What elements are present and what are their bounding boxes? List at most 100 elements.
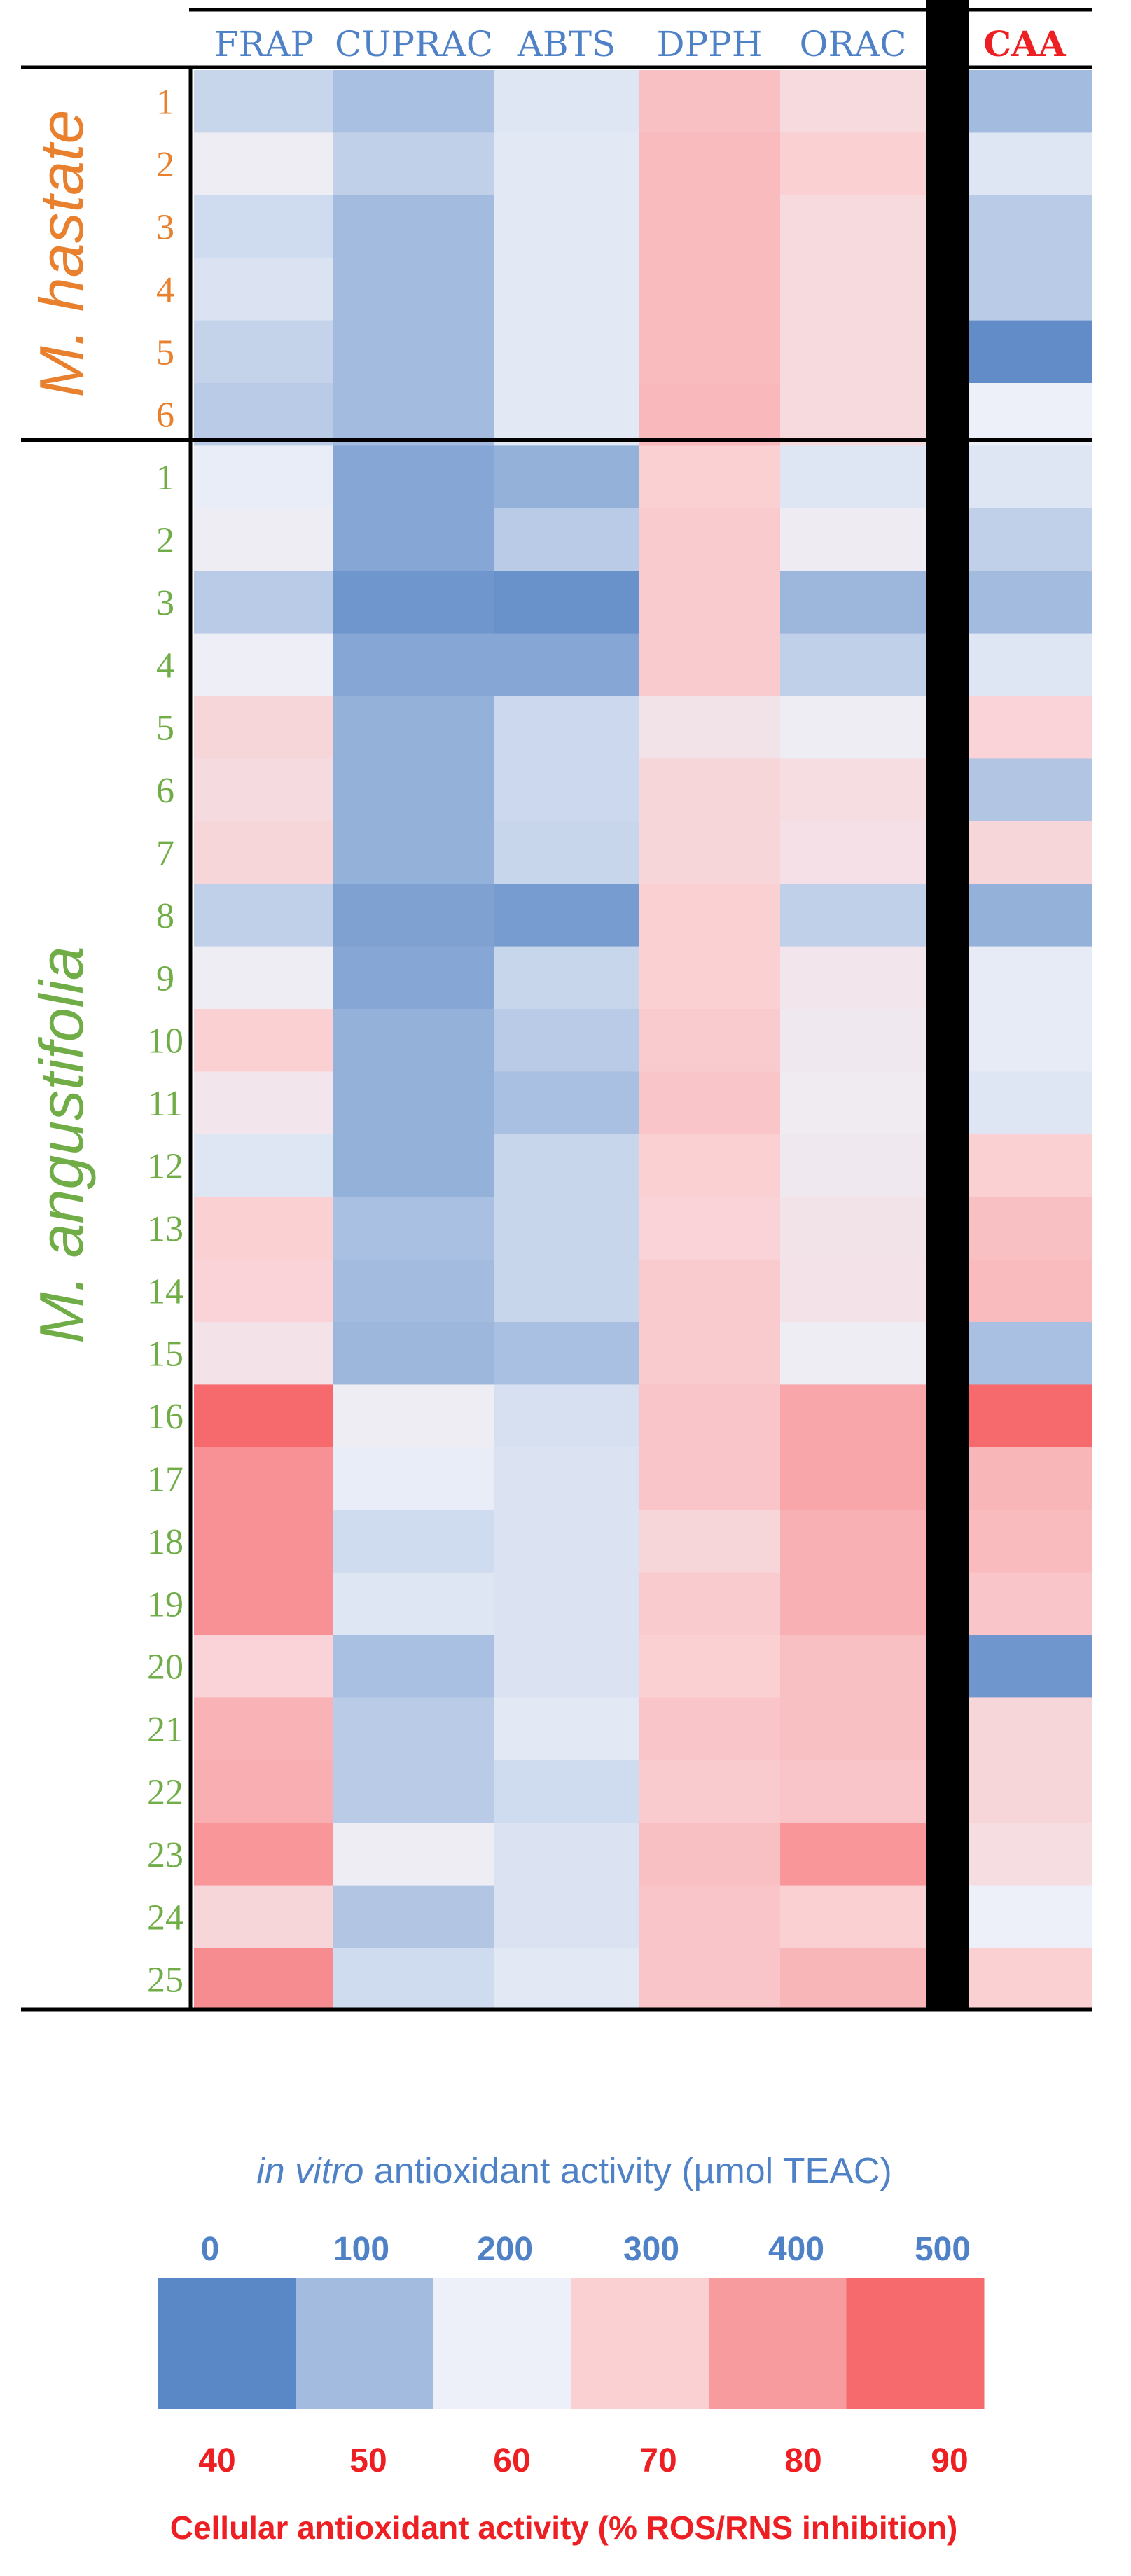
row-label: 5 bbox=[156, 333, 174, 373]
heatmap-cell bbox=[494, 445, 639, 509]
heatmap-cell bbox=[333, 383, 494, 446]
heatmap-cell bbox=[333, 1384, 494, 1448]
heatmap-cell bbox=[639, 1572, 780, 1636]
heatmap-cell bbox=[494, 1322, 639, 1385]
heatmap-cell bbox=[333, 70, 494, 133]
heatmap-cell bbox=[494, 1823, 639, 1886]
legend-swatch bbox=[709, 2278, 847, 2409]
heatmap-cell bbox=[639, 1197, 780, 1260]
heatmap-cell bbox=[639, 1760, 780, 1823]
legend-top-tick: 400 bbox=[768, 2231, 824, 2268]
heatmap-cell bbox=[194, 1760, 333, 1823]
heatmap-cell bbox=[494, 946, 639, 1010]
heatmap-cell bbox=[194, 1259, 333, 1323]
legend-title-italic: in vitro bbox=[256, 2151, 363, 2192]
row-label: 2 bbox=[156, 521, 174, 561]
caa-cell bbox=[969, 1760, 1092, 1823]
heatmap-cell bbox=[780, 1510, 926, 1573]
legend-swatch bbox=[296, 2278, 434, 2409]
caa-cell bbox=[969, 1259, 1092, 1323]
heatmap-cell bbox=[780, 696, 926, 759]
heatmap-cell bbox=[639, 1071, 780, 1135]
row-label: 21 bbox=[147, 1710, 183, 1750]
heatmap-cell bbox=[494, 821, 639, 884]
row-label: 4 bbox=[156, 270, 174, 310]
heatmap-cell bbox=[780, 445, 926, 509]
legend-bottom-tick: 90 bbox=[931, 2442, 968, 2479]
row-label: 4 bbox=[156, 646, 174, 685]
group-label-m-hastate: M. hastate bbox=[27, 110, 96, 398]
heatmap-cell bbox=[194, 884, 333, 947]
heatmap-cell bbox=[494, 1009, 639, 1072]
caa-cell bbox=[969, 508, 1092, 571]
caa-cell bbox=[969, 1384, 1092, 1448]
heatmap-cell bbox=[780, 508, 926, 571]
column-header-frap: FRAP bbox=[214, 24, 314, 64]
heatmap-cell bbox=[639, 1134, 780, 1197]
heatmap-cell bbox=[780, 1948, 926, 2011]
heatmap-cell bbox=[639, 1885, 780, 1949]
heatmap-cell bbox=[494, 884, 639, 947]
legend-bottom-tick: 50 bbox=[349, 2442, 387, 2479]
heatmap-cell bbox=[494, 1948, 639, 2011]
caa-cell bbox=[969, 758, 1092, 822]
heatmap-cell bbox=[780, 1572, 926, 1636]
heatmap-cell bbox=[639, 1823, 780, 1886]
heatmap-cell bbox=[333, 1009, 494, 1072]
heatmap-cell bbox=[639, 383, 780, 446]
heatmap-cell bbox=[780, 195, 926, 258]
legend-title-rest: antioxidant activity (µmol TEAC) bbox=[363, 2151, 891, 2192]
heatmap-cell bbox=[780, 1760, 926, 1823]
legend-bottom-tick: 60 bbox=[493, 2442, 530, 2479]
legend-swatch bbox=[433, 2278, 571, 2409]
heatmap-cell bbox=[194, 1447, 333, 1510]
caa-cell bbox=[969, 1009, 1092, 1072]
caa-cell bbox=[969, 571, 1092, 634]
heatmap-cell bbox=[494, 258, 639, 321]
heatmap-cell bbox=[333, 1885, 494, 1949]
heatmap-cell bbox=[194, 1384, 333, 1448]
heatmap-cell bbox=[333, 571, 494, 634]
heatmap-cell bbox=[494, 1635, 639, 1698]
heatmap-cell bbox=[780, 1134, 926, 1197]
heatmap-cell bbox=[494, 1384, 639, 1448]
heatmap-cell bbox=[333, 946, 494, 1010]
heatmap-cell bbox=[639, 1948, 780, 2011]
heatmap-cell bbox=[639, 633, 780, 697]
heatmap-cell bbox=[194, 445, 333, 509]
heatmap-cell bbox=[494, 1447, 639, 1510]
heatmap-cell bbox=[494, 696, 639, 759]
caa-cell bbox=[969, 195, 1092, 258]
heatmap-cell bbox=[780, 258, 926, 321]
heatmap-cell bbox=[639, 1009, 780, 1072]
heatmap-cell bbox=[639, 696, 780, 759]
row-label: 6 bbox=[156, 771, 174, 811]
heatmap-cell bbox=[494, 633, 639, 697]
heatmap-cell bbox=[780, 383, 926, 446]
row-label: 6 bbox=[156, 396, 174, 436]
heatmap-cell bbox=[333, 508, 494, 571]
heatmap-cell bbox=[494, 1885, 639, 1949]
heatmap-cell bbox=[494, 132, 639, 196]
caa-cell bbox=[969, 1948, 1092, 2011]
heatmap-cell bbox=[194, 571, 333, 634]
heatmap-cell bbox=[780, 821, 926, 884]
heatmap-cell bbox=[639, 821, 780, 884]
group-label-m-angustifolia: M. angustifolia bbox=[27, 946, 96, 1343]
heatmap-cell bbox=[194, 1697, 333, 1761]
row-label: 7 bbox=[156, 834, 174, 874]
caa-cell bbox=[969, 445, 1092, 509]
heatmap-cell bbox=[639, 1384, 780, 1448]
heatmap-cell bbox=[780, 1009, 926, 1072]
heatmap-cell bbox=[333, 320, 494, 384]
row-label: 13 bbox=[147, 1209, 183, 1249]
heatmap-cell bbox=[639, 1447, 780, 1510]
heatmap-cell bbox=[194, 1948, 333, 2011]
heatmap-cell bbox=[333, 1697, 494, 1761]
row-label: 2 bbox=[156, 145, 174, 185]
heatmap-cell bbox=[333, 445, 494, 509]
row-label: 1 bbox=[156, 83, 174, 123]
heatmap-cell bbox=[194, 1635, 333, 1698]
heatmap-cell bbox=[333, 821, 494, 884]
heatmap-cell bbox=[494, 1071, 639, 1135]
